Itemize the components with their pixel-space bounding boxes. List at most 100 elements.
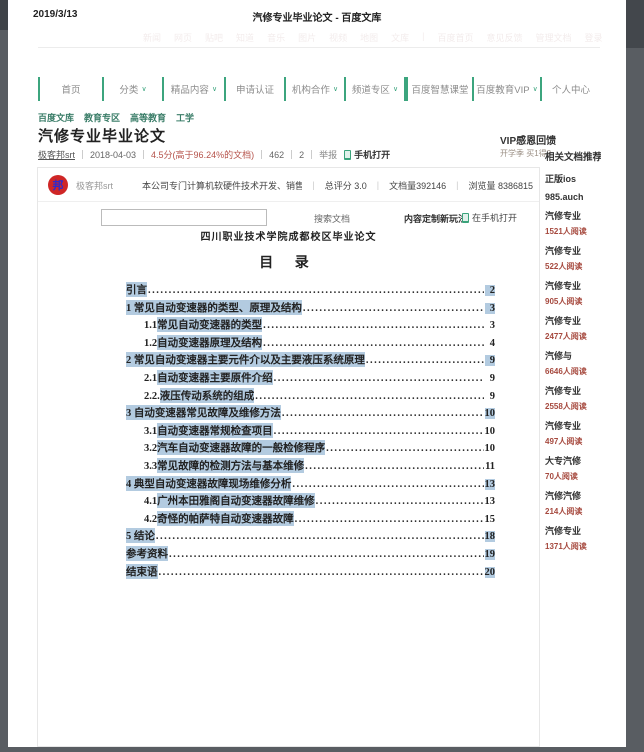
- related-doc-item[interactable]: 大专汽修 70人阅读: [545, 454, 601, 482]
- toc-dot-leader: ........................................…: [292, 478, 483, 490]
- breadcrumb-item[interactable]: 百度文库: [38, 113, 75, 123]
- toc-dot-leader: ........................................…: [255, 390, 484, 402]
- search-input[interactable]: [101, 209, 267, 226]
- toc-entry: 1.2 自动变速器原理及结构..........................…: [126, 334, 495, 353]
- toc-entry: 4.2 奇怪的帕萨特自动变速器故障.......................…: [126, 510, 495, 529]
- toc-page-number: 4: [489, 337, 495, 349]
- open-on-phone-button[interactable]: 手机打开: [344, 148, 390, 161]
- toc-page-number: 20: [484, 566, 495, 578]
- related-doc-title: 汽修专业: [545, 246, 582, 256]
- faint-nav-link[interactable]: 意见反馈: [486, 33, 523, 43]
- related-doc-item[interactable]: 汽修与 6646人阅读: [545, 349, 601, 377]
- nav-tab-label: 百度智慧课堂: [411, 85, 469, 96]
- nav-tab[interactable]: 首页: [38, 77, 102, 101]
- toc-entry: 3 自动变速器常见故障及维修方法........................…: [126, 405, 495, 423]
- breadcrumb-item[interactable]: 教育专区: [84, 113, 121, 123]
- toc-entry: 3.3 常见故障的检测方法与基本维修......................…: [126, 457, 495, 476]
- nav-tab-label: 申请认证: [235, 85, 274, 96]
- content-promo-link[interactable]: 内容定制新玩法: [404, 214, 468, 224]
- chevron-down-icon: ∨: [332, 86, 339, 93]
- chevron-down-icon: ∨: [532, 86, 538, 93]
- toc-dot-leader: ........................................…: [294, 513, 484, 525]
- toc-page-number: 18: [484, 531, 495, 543]
- phone-icon: [462, 212, 469, 223]
- faint-nav-link[interactable]: 知道: [236, 33, 255, 43]
- faint-nav-link[interactable]: 视频: [329, 33, 348, 43]
- related-doc-item[interactable]: 985.auch: [545, 192, 601, 202]
- related-doc-read-count: 522人阅读: [545, 262, 583, 271]
- uploader-divider: [38, 201, 539, 202]
- nav-tab[interactable]: 百度教育VIP ∨: [472, 77, 540, 101]
- toc-dot-leader: ........................................…: [158, 566, 484, 578]
- related-doc-item[interactable]: 汽修专业 2558人阅读: [545, 384, 601, 412]
- uploader-link[interactable]: 极客邦srt: [38, 150, 75, 160]
- related-doc-read-count: 6646人阅读: [545, 367, 587, 376]
- related-doc-item[interactable]: 汽修专业 1521人阅读: [545, 209, 601, 237]
- breadcrumb-item[interactable]: 高等教育: [130, 113, 167, 123]
- nav-tab[interactable]: 精品内容 ∨: [162, 77, 224, 101]
- document-meta-row: 极客邦srt 2018-04-03 4.5分(高于96.24%的文档) 462 …: [38, 148, 390, 161]
- faint-nav-link[interactable]: 网页: [174, 33, 193, 43]
- toc-entry: 1.1 常见自动变速器的类型..........................…: [126, 317, 495, 335]
- faint-nav-link[interactable]: 图片: [298, 33, 317, 43]
- toc-entry-text: 3 自动变速器常见故障及维修方法: [126, 405, 281, 421]
- faint-nav-link[interactable]: 管理文档: [535, 33, 572, 43]
- nav-tab[interactable]: 频道专区 ∨: [344, 77, 406, 101]
- related-doc-item[interactable]: 汽修专业 497人阅读: [545, 419, 601, 447]
- nav-tab[interactable]: 机构合作 ∨: [284, 77, 344, 101]
- report-button[interactable]: 举报: [319, 150, 338, 160]
- faint-nav-link[interactable]: 百度首页: [437, 33, 474, 43]
- open-in-phone-link[interactable]: 在手机打开: [462, 211, 517, 224]
- toc-dot-leader: ........................................…: [315, 496, 484, 508]
- related-doc-title: 985.auch: [545, 192, 584, 202]
- faint-nav-link[interactable]: 登录: [584, 33, 603, 43]
- faint-nav-link[interactable]: 新闻: [143, 33, 162, 43]
- related-doc-item[interactable]: 汽修汽修 214人阅读: [545, 489, 601, 517]
- related-doc-item[interactable]: 汽修专业 522人阅读: [545, 244, 601, 272]
- toc-entry-number: 3.3: [144, 460, 158, 472]
- toc-dot-leader: ........................................…: [326, 443, 483, 455]
- toc-entry: 2.1 自动变速器主要原件介绍.........................…: [126, 369, 495, 388]
- vip-promo-banner[interactable]: VIP感恩回馈 开学季 买1得3: [500, 132, 556, 159]
- toc-entry-number: 1.1: [144, 320, 158, 332]
- toc-page-number: 19: [484, 548, 495, 560]
- related-doc-item[interactable]: 汽修专业 2477人阅读: [545, 314, 601, 342]
- toc-dot-leader: ........................................…: [281, 408, 484, 420]
- toc-entry-number: 1.2: [144, 337, 158, 349]
- read-count: 462: [269, 149, 285, 160]
- faint-nav-link[interactable]: 贴吧: [205, 33, 224, 43]
- uploader-avatar[interactable]: 邦: [48, 175, 68, 195]
- chevron-down-icon: ∨: [211, 86, 218, 93]
- toc-entry-text: 自动变速器常规检查项目: [157, 422, 273, 438]
- search-button[interactable]: 搜索文档: [314, 214, 351, 224]
- viewer-frame-corner: [0, 0, 8, 30]
- nav-tab-label: 首页: [61, 85, 81, 96]
- divider: |: [376, 180, 380, 190]
- faint-nav-link[interactable]: 文库: [391, 33, 410, 43]
- toc-page-number: 3: [489, 320, 495, 332]
- toc-entry: 3.2 汽车自动变速器故障的一般检修程序....................…: [126, 440, 495, 458]
- related-doc-item[interactable]: 汽修专业 1371人阅读: [545, 524, 601, 552]
- toc-entry-number: 4.1: [144, 496, 158, 508]
- toc-entry-number: 2.1: [144, 372, 158, 384]
- breadcrumb-item[interactable]: 工学: [176, 113, 195, 123]
- uploader-name[interactable]: 极客邦srt: [76, 180, 113, 191]
- related-doc-item[interactable]: 正版ios: [545, 172, 601, 185]
- scrollbar-thumb[interactable]: [626, 0, 644, 48]
- rating-text: 4.5分(高于96.24%的文档): [151, 150, 255, 160]
- toc-dot-leader: ........................................…: [155, 531, 484, 543]
- nav-tab[interactable]: 百度智慧课堂: [406, 77, 472, 101]
- related-doc-title: 汽修专业: [545, 421, 582, 431]
- document-title: 汽修专业毕业论文: [38, 128, 167, 145]
- nav-tab[interactable]: 个人中心: [540, 77, 600, 101]
- faint-nav-link[interactable]: 音乐: [267, 33, 286, 43]
- nav-tab[interactable]: 申请认证: [224, 77, 284, 101]
- toc-entry-text: 5 结论: [126, 528, 155, 544]
- faint-nav-link[interactable]: 地图: [360, 33, 379, 43]
- related-docs-title: 相关文档推荐: [545, 152, 601, 163]
- related-doc-item[interactable]: 汽修专业 905人阅读: [545, 279, 601, 307]
- uploader-description: 本公司专门计算机软硬件技术开发、销售；电...: [142, 180, 303, 191]
- viewer-frame-bottom: [0, 747, 644, 752]
- toc-page-number: 9: [485, 355, 495, 367]
- nav-tab[interactable]: 分类 ∨: [102, 77, 162, 101]
